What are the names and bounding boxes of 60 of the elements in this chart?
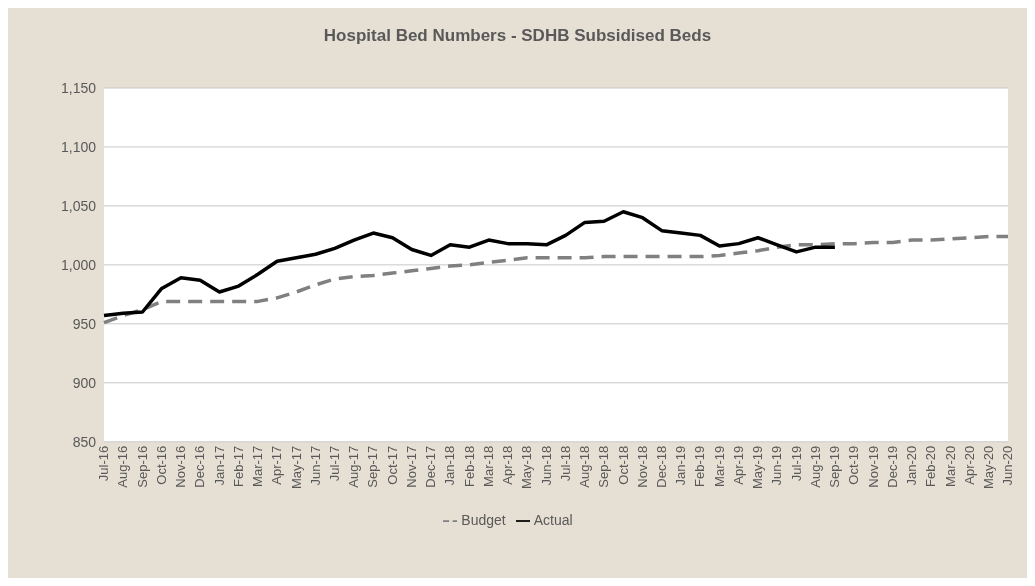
line-series <box>102 210 837 318</box>
x-tick-label: Jun-20 <box>1000 445 1016 486</box>
x-tick-label: Aug-19 <box>807 445 823 488</box>
x-tick-label: Nov-16 <box>173 445 189 488</box>
y-tick-label: 950 <box>72 315 97 332</box>
x-tick-label: Sep-18 <box>596 445 612 488</box>
x-tick-label: Jan-20 <box>904 445 920 486</box>
x-tick-label: Mar-17 <box>250 445 266 487</box>
x-tick-label: Mar-18 <box>480 445 496 487</box>
chart-title: Hospital Bed Numbers - SDHB Subsidised Beds <box>322 26 713 46</box>
y-tick-label: 850 <box>72 433 97 450</box>
x-tick-label: Jul-19 <box>788 445 804 482</box>
y-tick-label: 1,150 <box>60 79 97 96</box>
x-tick-label: Oct-19 <box>846 445 862 485</box>
x-tick-label: Jul-17 <box>327 445 343 482</box>
x-tick-label: May-19 <box>750 445 766 490</box>
legend-label: Actual <box>533 511 573 528</box>
x-tick-label: Sep-16 <box>134 445 150 488</box>
x-tick-label: Nov-19 <box>865 445 881 488</box>
y-tick-label: 1,000 <box>60 256 97 273</box>
x-tick-label: Jun-19 <box>769 445 785 486</box>
x-tick-label: Aug-17 <box>346 445 362 488</box>
x-tick-label: Jan-17 <box>211 445 227 486</box>
x-tick-label: Apr-19 <box>730 445 746 485</box>
y-tick-label: 1,100 <box>60 138 97 155</box>
x-tick-label: Dec-17 <box>423 445 439 488</box>
x-tick-label: Sep-19 <box>827 445 843 488</box>
x-tick-label: Dec-18 <box>654 445 670 488</box>
line-series <box>102 234 1010 325</box>
y-tick-label: 1,050 <box>60 197 97 214</box>
x-tick-label: Dec-16 <box>192 445 208 488</box>
x-tick-label: Oct-17 <box>384 445 400 485</box>
x-tick-label: May-17 <box>288 445 304 490</box>
x-tick-label: Oct-16 <box>153 445 169 485</box>
x-tick-label: May-20 <box>981 445 996 490</box>
x-tick-label: Jan-19 <box>673 445 689 486</box>
y-tick-label: 900 <box>72 374 97 391</box>
x-tick-label: Apr-20 <box>961 445 977 485</box>
x-tick-label: Apr-18 <box>500 445 516 485</box>
x-tick-label: Feb-19 <box>692 445 708 487</box>
x-tick-label: Jul-16 <box>96 445 112 482</box>
x-tick-label: Feb-18 <box>461 445 477 487</box>
x-tick-label: Aug-18 <box>577 445 593 488</box>
x-tick-label: May-18 <box>519 445 535 490</box>
x-tick-label: Mar-19 <box>711 445 727 487</box>
x-tick-label: Jun-17 <box>307 445 323 486</box>
x-tick-label: Dec-19 <box>884 445 900 488</box>
x-tick-label: Mar-20 <box>942 445 958 487</box>
x-tick-label: Aug-16 <box>115 445 131 488</box>
x-tick-label: Apr-17 <box>269 445 285 485</box>
x-tick-label: Nov-18 <box>634 445 650 488</box>
x-tick-label: Jun-18 <box>538 445 554 486</box>
x-tick-label: Sep-17 <box>365 445 381 488</box>
x-tick-label: Feb-17 <box>230 445 246 487</box>
x-tick-label: Nov-17 <box>403 445 419 488</box>
legend-label: Budget <box>461 511 506 528</box>
x-tick-label: Feb-20 <box>923 445 939 487</box>
x-tick-label: Jul-18 <box>557 445 573 482</box>
x-tick-label: Jan-18 <box>442 445 458 486</box>
x-tick-label: Oct-18 <box>615 445 631 485</box>
